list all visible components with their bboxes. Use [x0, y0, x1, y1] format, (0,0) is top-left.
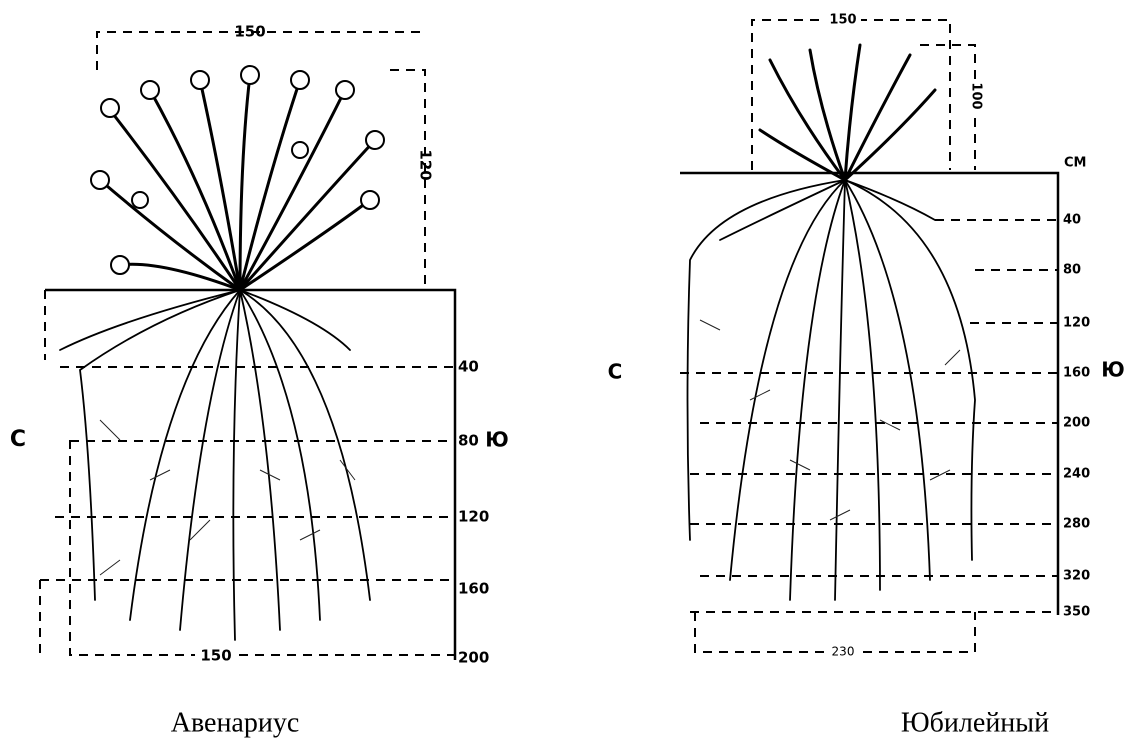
depth-label: 160	[458, 580, 489, 598]
crown-height: 100	[969, 82, 984, 109]
east-label: Ю	[485, 428, 508, 452]
depth-label: 80	[1063, 263, 1081, 278]
depth-label: 120	[458, 508, 489, 526]
crown-height: 120	[417, 149, 435, 180]
plant-yubileyny	[680, 19, 1060, 653]
depth-label: 120	[1063, 316, 1090, 331]
west-label: С	[10, 427, 26, 452]
crown-width: 150	[829, 13, 856, 28]
root-width: 150	[200, 647, 231, 665]
crown-width: 150	[234, 23, 265, 41]
plant-avenarius	[39, 31, 457, 660]
west-label: С	[608, 360, 623, 384]
root-width: 230	[832, 645, 855, 659]
depth-label: 280	[1063, 517, 1090, 532]
depth-label: 160	[1063, 366, 1090, 381]
depth-label: 200	[1063, 416, 1090, 431]
depth-label: 40	[1063, 213, 1081, 228]
depth-label: 40	[458, 358, 479, 376]
unit-label: СМ	[1064, 156, 1086, 171]
caption: Юбилейный	[901, 707, 1049, 738]
caption: Авенариус	[171, 707, 300, 738]
east-label: Ю	[1101, 358, 1124, 382]
depth-label: 200	[458, 649, 489, 667]
depth-label: 240	[1063, 467, 1090, 482]
depth-label: 320	[1063, 569, 1090, 584]
depth-label: 350	[1063, 605, 1090, 620]
depth-label: 80	[458, 432, 479, 450]
